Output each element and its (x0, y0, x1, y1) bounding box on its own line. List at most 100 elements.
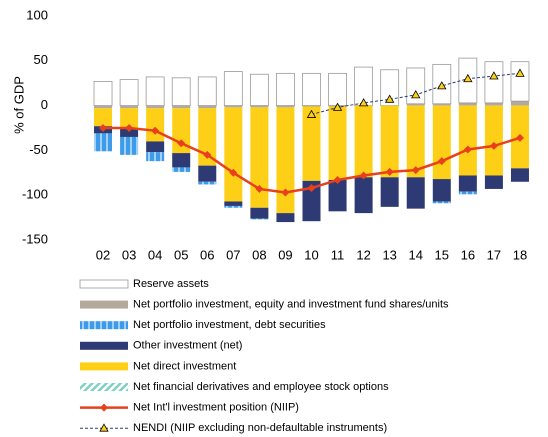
y-tick-label: 50 (34, 52, 48, 67)
bar-segment (198, 105, 217, 109)
y-tick-label: 100 (26, 7, 48, 22)
legend-label: Other investment (net) (133, 340, 242, 352)
x-tick-label: 17 (487, 247, 501, 262)
legend-label: Net financial derivatives and employee s… (133, 381, 389, 393)
legend-label: NENDI (NIIP excluding non-defaultable in… (133, 422, 387, 434)
bar-segment (198, 165, 217, 182)
bar-segment (250, 107, 269, 208)
marker (489, 141, 498, 150)
marker (151, 126, 160, 135)
bar-segment (406, 67, 426, 105)
marker (281, 188, 290, 197)
marker (385, 167, 394, 176)
x-tick-label: 07 (226, 247, 240, 262)
bar-segment (94, 133, 113, 152)
marker (255, 184, 264, 193)
bar-segment (224, 205, 243, 208)
x-tick-label: 16 (461, 247, 475, 262)
bar-segment (120, 128, 139, 137)
marker (333, 175, 342, 184)
x-tick-label: 08 (252, 247, 266, 262)
x-tick-label: 12 (356, 247, 370, 262)
bar-segment (510, 168, 529, 182)
marker (203, 150, 212, 159)
legend-label: Net direct investment (133, 360, 236, 372)
marker (489, 71, 499, 80)
marker (411, 166, 420, 175)
bar-segment (119, 79, 139, 106)
legend-marker (99, 423, 109, 432)
bar-segment (94, 108, 113, 127)
bar-segment (250, 207, 269, 219)
bar-segment (458, 191, 477, 195)
bar-segment (302, 105, 321, 107)
bar-segment (484, 105, 503, 176)
bar-segment (484, 175, 503, 189)
bar-segment (484, 102, 503, 106)
bar-segment (94, 105, 113, 109)
legend-swatch (80, 341, 128, 350)
bar-segment (224, 107, 243, 202)
x-tick-label: 13 (382, 247, 396, 262)
marker (306, 109, 317, 118)
marker (125, 124, 134, 132)
bar-segment (146, 141, 165, 153)
legend: Reserve assets Net portfolio investment, … (79, 278, 449, 434)
legend-swatch (80, 362, 128, 371)
bar-segment (406, 105, 425, 178)
marker (437, 157, 446, 166)
bar-segment (172, 167, 191, 172)
x-tick-label: 09 (278, 247, 292, 262)
bar-segment (432, 105, 451, 180)
legend-swatch (80, 321, 128, 330)
y-tick-label: 0 (41, 97, 48, 112)
bar-segment (380, 105, 399, 178)
y-axis-label: % of GDP (11, 76, 26, 134)
bar-segment (380, 177, 399, 207)
x-tick-label: 02 (96, 247, 110, 262)
bar-segment (146, 105, 165, 109)
x-tick-label: 05 (174, 247, 188, 262)
bar-segment (172, 153, 191, 168)
legend-label: Reserve assets (133, 278, 209, 290)
marker (177, 139, 186, 148)
bar-segment (406, 177, 425, 209)
bar-segment (224, 105, 243, 108)
x-tick-label: 06 (200, 247, 214, 262)
bar-segment (171, 77, 191, 106)
bar-segment (484, 61, 504, 104)
bar-segment (432, 179, 451, 202)
bar-segment (328, 179, 347, 212)
bar-segment (198, 108, 217, 166)
bar-segment (120, 108, 139, 128)
bar-segment (458, 102, 477, 106)
legend-swatch (80, 383, 128, 391)
legend-marker (100, 403, 108, 412)
bar-segment (406, 103, 425, 106)
marker (307, 184, 316, 193)
bar-segment (93, 81, 113, 106)
bar-segment (328, 72, 347, 107)
marker (411, 90, 421, 99)
marker (515, 133, 524, 142)
marker (99, 124, 108, 132)
marker (515, 68, 525, 77)
legend-label: Net Int'l investment position (NIIP) (133, 402, 299, 414)
bar-segment (510, 101, 529, 106)
marker (463, 73, 473, 83)
bar-segment (145, 76, 165, 107)
x-tick-label: 15 (435, 247, 449, 262)
x-tick-label: 18 (513, 247, 527, 262)
bar-segment (458, 175, 477, 192)
bar-segment (250, 105, 269, 108)
bar-segment (354, 105, 373, 178)
bar-segment (302, 72, 321, 107)
bar-segment (432, 201, 451, 204)
y-tick-label: -50 (29, 142, 48, 157)
bar-segment (120, 105, 139, 109)
bar-segment (276, 72, 295, 107)
x-tick-label: 03 (122, 247, 136, 262)
bar-segment (432, 103, 451, 106)
y-tick-label: -150 (22, 231, 48, 246)
x-tick-label: 10 (304, 247, 318, 262)
